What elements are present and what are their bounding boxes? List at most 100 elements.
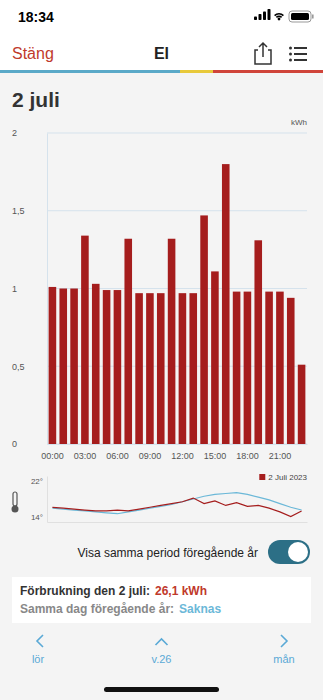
bar bbox=[233, 292, 241, 444]
bar bbox=[114, 290, 122, 444]
list-dot bbox=[289, 53, 292, 56]
battery-outline bbox=[289, 11, 311, 22]
accent-yellow bbox=[180, 70, 213, 73]
temperature-y-axis: 22°14° bbox=[31, 477, 48, 523]
y-tick-label: 2 bbox=[12, 128, 17, 138]
y-axis: 0 0,5 1 1,5 2 bbox=[12, 128, 48, 449]
app-screen: 18:34 Stäng El 2 juli 0 0,5 1 1,5 2 00:00 03:00 06:… bbox=[0, 0, 323, 700]
status-icons bbox=[254, 9, 314, 22]
x-tick-label: 03:00 bbox=[74, 451, 97, 461]
x-tick-label: 18:00 bbox=[236, 451, 259, 461]
temperature-y-tick: 22° bbox=[31, 477, 47, 486]
bar bbox=[287, 298, 295, 444]
battery-level bbox=[291, 13, 309, 20]
toggle-knob bbox=[288, 542, 308, 562]
bar bbox=[189, 293, 197, 444]
x-tick-label: 12:00 bbox=[171, 451, 194, 461]
grid-line bbox=[47, 133, 307, 134]
list-line bbox=[294, 47, 307, 49]
status-time: 18:34 bbox=[18, 9, 54, 25]
x-tick: 15:00 bbox=[204, 444, 227, 461]
list-dot bbox=[289, 47, 292, 50]
summary-box bbox=[12, 577, 311, 623]
temperature-x-axis-line bbox=[48, 522, 308, 523]
thermometer-bulb bbox=[12, 506, 19, 513]
y-tick: 0,5 bbox=[12, 362, 47, 372]
x-tick-label: 15:00 bbox=[204, 451, 227, 461]
home-indicator bbox=[104, 687, 219, 692]
y-tick: 1,5 bbox=[12, 206, 47, 216]
nav-chevron bbox=[281, 635, 287, 647]
y-tick-label: 1,5 bbox=[12, 206, 25, 216]
toggle-switch[interactable] bbox=[268, 540, 310, 564]
y-tick-label: 1 bbox=[12, 284, 17, 294]
previous-value: Saknas bbox=[179, 602, 221, 616]
x-tick-label: 21:00 bbox=[269, 451, 292, 461]
bars bbox=[49, 164, 306, 444]
wifi-dot bbox=[278, 18, 281, 21]
previous-label: Samma dag föregående år: bbox=[20, 602, 174, 616]
nav-label: v.26 bbox=[152, 653, 172, 665]
x-tick-label: 06:00 bbox=[106, 451, 129, 461]
list-button[interactable] bbox=[289, 47, 307, 62]
bar bbox=[92, 284, 100, 444]
bar bbox=[211, 271, 219, 444]
grid bbox=[47, 133, 307, 444]
toggle-track bbox=[268, 540, 310, 564]
share-arrow bbox=[259, 43, 267, 57]
page-background bbox=[0, 0, 323, 700]
nav-prev[interactable]: lör bbox=[32, 635, 45, 665]
close-button[interactable]: Stäng bbox=[12, 45, 54, 62]
legend: 2 Juli 2023 bbox=[259, 473, 307, 482]
x-axis: 00:00 03:00 06:00 09:00 12:00 15:00 18:00 21:00 bbox=[41, 444, 307, 461]
bar bbox=[81, 236, 89, 444]
y-tick-label: 0 bbox=[12, 439, 17, 449]
nav-label: mån bbox=[273, 653, 294, 665]
header-title: El bbox=[154, 45, 169, 62]
legend-swatch bbox=[259, 474, 265, 480]
y-tick-label: 0,5 bbox=[12, 362, 25, 372]
bar bbox=[59, 289, 67, 445]
temperature-y-tick-label: 22° bbox=[31, 477, 43, 486]
y-tick: 2 bbox=[12, 128, 47, 138]
y-tick: 0 bbox=[12, 439, 47, 449]
x-tick: 21:00 bbox=[269, 444, 292, 461]
x-tick: 06:00 bbox=[106, 444, 129, 461]
nav-next[interactable]: mån bbox=[273, 635, 294, 665]
share-button[interactable] bbox=[255, 43, 271, 64]
y-axis-line bbox=[47, 134, 48, 445]
x-tick-label: 09:00 bbox=[139, 451, 162, 461]
y-axis-title: kWh bbox=[291, 118, 307, 127]
temperature-chart: 22°14° bbox=[12, 477, 308, 523]
temperature-line bbox=[52, 498, 301, 516]
bar bbox=[244, 292, 252, 444]
legend-label: 2 Juli 2023 bbox=[268, 473, 307, 482]
battery-tip bbox=[312, 15, 314, 19]
nav-chevron bbox=[156, 639, 168, 645]
signal-bar bbox=[259, 14, 262, 20]
signal-bar bbox=[254, 17, 257, 21]
thermometer-tube bbox=[13, 492, 17, 506]
nav-current[interactable]: v.26 bbox=[152, 639, 172, 665]
accent-red bbox=[213, 70, 323, 73]
x-tick: 09:00 bbox=[139, 444, 162, 461]
date-title: 2 juli bbox=[12, 88, 60, 111]
x-tick-label: 00:00 bbox=[41, 451, 64, 461]
list-dot bbox=[289, 59, 292, 62]
summary-label: Förbrukning den 2 juli: bbox=[20, 584, 150, 598]
x-tick: 12:00 bbox=[171, 444, 194, 461]
nav-label: lör bbox=[32, 653, 45, 665]
list-line bbox=[294, 59, 307, 61]
bar bbox=[168, 239, 176, 444]
temperature-y-axis-line bbox=[47, 477, 48, 523]
bar bbox=[70, 289, 78, 445]
bar bbox=[103, 290, 111, 444]
bar bbox=[146, 293, 154, 444]
accent-blue bbox=[0, 70, 180, 73]
bar bbox=[157, 293, 165, 444]
thermometer-icon bbox=[12, 492, 19, 513]
toggle-label: Visa samma period föregående år bbox=[77, 546, 258, 560]
x-tick: 18:00 bbox=[236, 444, 259, 461]
bar bbox=[179, 293, 187, 444]
list-line bbox=[294, 53, 307, 55]
